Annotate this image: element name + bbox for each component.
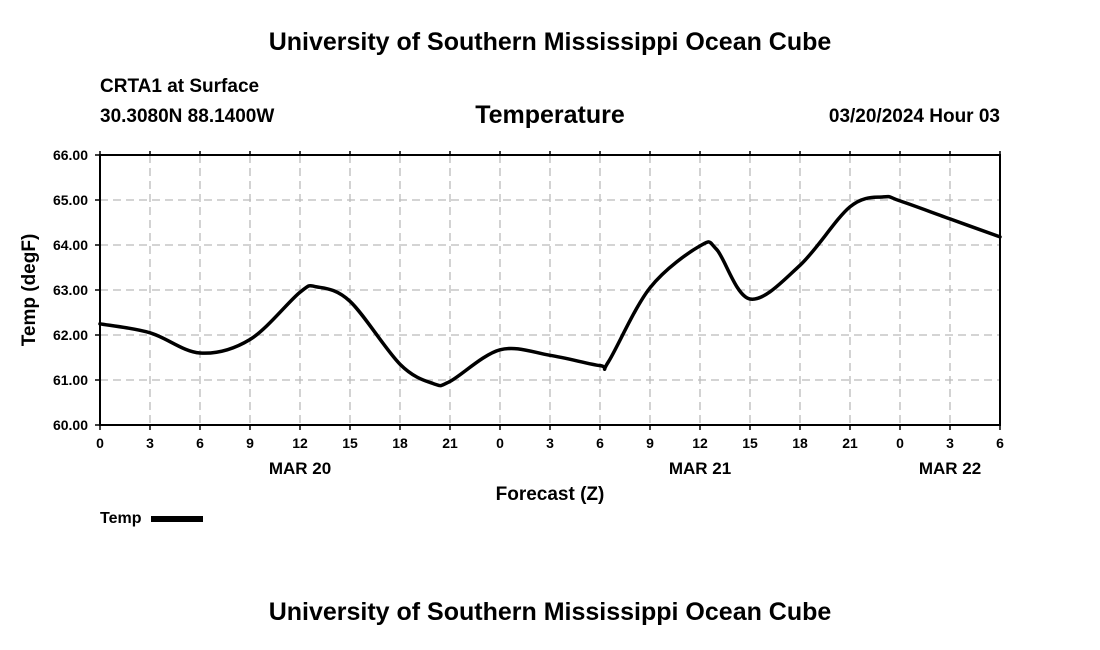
- x-tick-label: 3: [546, 435, 554, 451]
- x-tick-label: 6: [596, 435, 604, 451]
- footer-title: University of Southern Mississippi Ocean…: [268, 598, 832, 626]
- x-tick-label: 0: [496, 435, 504, 451]
- x-tick-label: 0: [96, 435, 104, 451]
- x-tick-label: 6: [996, 435, 1004, 451]
- legend-line-swatch: [151, 516, 204, 522]
- y-tick-label: 61.00: [53, 372, 88, 388]
- x-tick-label: 9: [246, 435, 254, 451]
- station-coordinates: 30.3080N 88.1400W: [100, 106, 275, 127]
- y-tick-label: 65.00: [53, 192, 88, 208]
- x-tick-label: 12: [692, 435, 708, 451]
- x-tick-label: 21: [842, 435, 858, 451]
- legend: Temp: [100, 510, 204, 528]
- y-tick-label: 60.00: [53, 417, 88, 433]
- x-tick-label: 0: [896, 435, 904, 451]
- x-axis-label: Forecast (Z): [496, 484, 605, 505]
- x-tick-label: 21: [442, 435, 458, 451]
- y-axis-label: Temp (degF): [19, 234, 40, 347]
- day-label: MAR 21: [669, 459, 731, 478]
- chart-title: Temperature: [475, 101, 625, 129]
- x-tick-label: 18: [792, 435, 808, 451]
- temp-series-line: [98, 194, 1002, 388]
- station-label: CRTA1 at Surface: [100, 76, 260, 97]
- y-tick-label: 66.00: [53, 147, 88, 163]
- x-tick-label: 9: [646, 435, 654, 451]
- x-tick-label: 18: [392, 435, 408, 451]
- x-tick-label: 15: [342, 435, 358, 451]
- legend-label: Temp: [100, 510, 142, 527]
- main-title: University of Southern Mississippi Ocean…: [268, 28, 832, 56]
- x-tick-label: 12: [292, 435, 308, 451]
- day-label: MAR 20: [269, 459, 331, 478]
- x-tick-label: 3: [946, 435, 954, 451]
- x-tick-label: 3: [146, 435, 154, 451]
- y-tick-label: 63.00: [53, 282, 88, 298]
- x-tick-label: 15: [742, 435, 758, 451]
- grid: [100, 154, 1000, 425]
- x-tick-label: 6: [196, 435, 204, 451]
- y-tick-label: 64.00: [53, 237, 88, 253]
- day-label: MAR 22: [919, 459, 981, 478]
- axis-ticks: 60.00 61.00 62.00 63.00 64.00 65.00 66.00 0 3 6 9 1…: [53, 147, 1004, 478]
- forecast-date: 03/20/2024 Hour 03: [828, 106, 1000, 127]
- y-tick-label: 62.00: [53, 327, 88, 343]
